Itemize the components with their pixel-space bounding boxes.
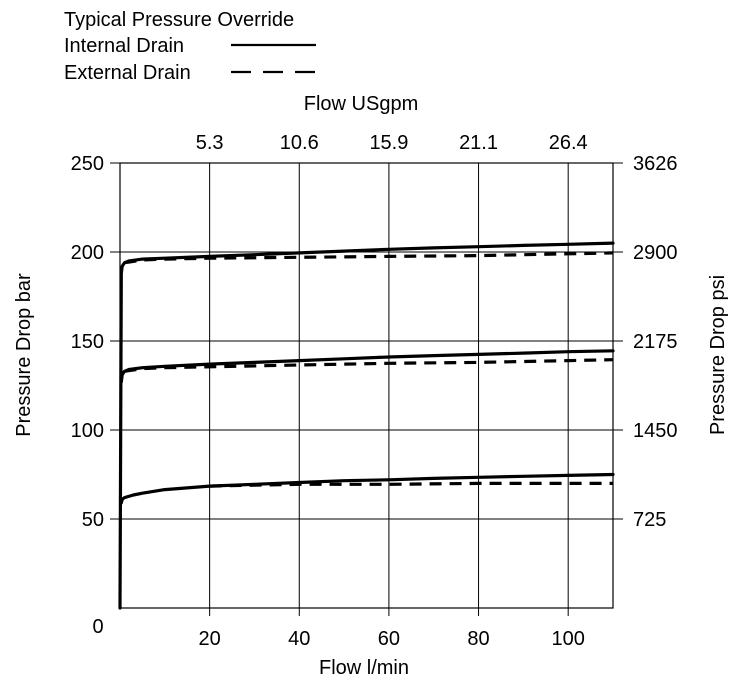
y-tick-label: 50 <box>82 509 104 531</box>
external-drain-curve <box>124 251 614 265</box>
x2-tick-label: 15.9 <box>369 132 408 154</box>
origin-label: 0 <box>92 616 103 638</box>
y2-tick-label: 2175 <box>633 331 678 353</box>
x-axis-title: Flow l/min <box>319 657 409 679</box>
external-drain-curve <box>124 358 614 373</box>
legend-label-external-drain: External Drain <box>64 62 191 84</box>
legend-label-internal-drain: Internal Drain <box>64 35 184 57</box>
chart-title: Typical Pressure Override <box>64 9 294 31</box>
x2-tick-label: 10.6 <box>280 132 319 154</box>
x2-axis-title: Flow USgpm <box>304 93 418 115</box>
internal-drain-curve <box>118 241 615 610</box>
grid-lines <box>110 162 623 616</box>
y2-tick-label: 725 <box>633 509 666 531</box>
y-tick-label: 250 <box>71 153 104 175</box>
y2-axis-title: Pressure Drop psi <box>707 275 729 435</box>
y2-tick-label: 2900 <box>633 242 678 264</box>
x-tick-label: 100 <box>551 628 584 650</box>
x-tick-label: 60 <box>378 628 400 650</box>
x-tick-label: 20 <box>199 628 221 650</box>
curve-series <box>118 241 615 610</box>
y-axis-title: Pressure Drop bar <box>13 273 35 437</box>
plot-frame <box>119 162 614 609</box>
x-tick-label: 80 <box>467 628 489 650</box>
internal-drain-curve <box>119 472 615 505</box>
x2-tick-label: 5.3 <box>196 132 224 154</box>
y2-tick-label: 1450 <box>633 420 678 442</box>
y-tick-label: 200 <box>71 242 104 264</box>
x-tick-label: 40 <box>288 628 310 650</box>
external-drain-curve <box>209 481 613 488</box>
y-tick-label: 150 <box>71 331 104 353</box>
x2-tick-label: 21.1 <box>459 132 498 154</box>
tick-labels: 20 5.3 40 10.6 60 15.9 80 21.1 100 26.4 0 50 725 100 1… <box>71 132 678 650</box>
x2-tick-label: 26.4 <box>549 132 588 154</box>
y-tick-label: 100 <box>71 420 104 442</box>
y2-tick-label: 3626 <box>633 153 678 175</box>
